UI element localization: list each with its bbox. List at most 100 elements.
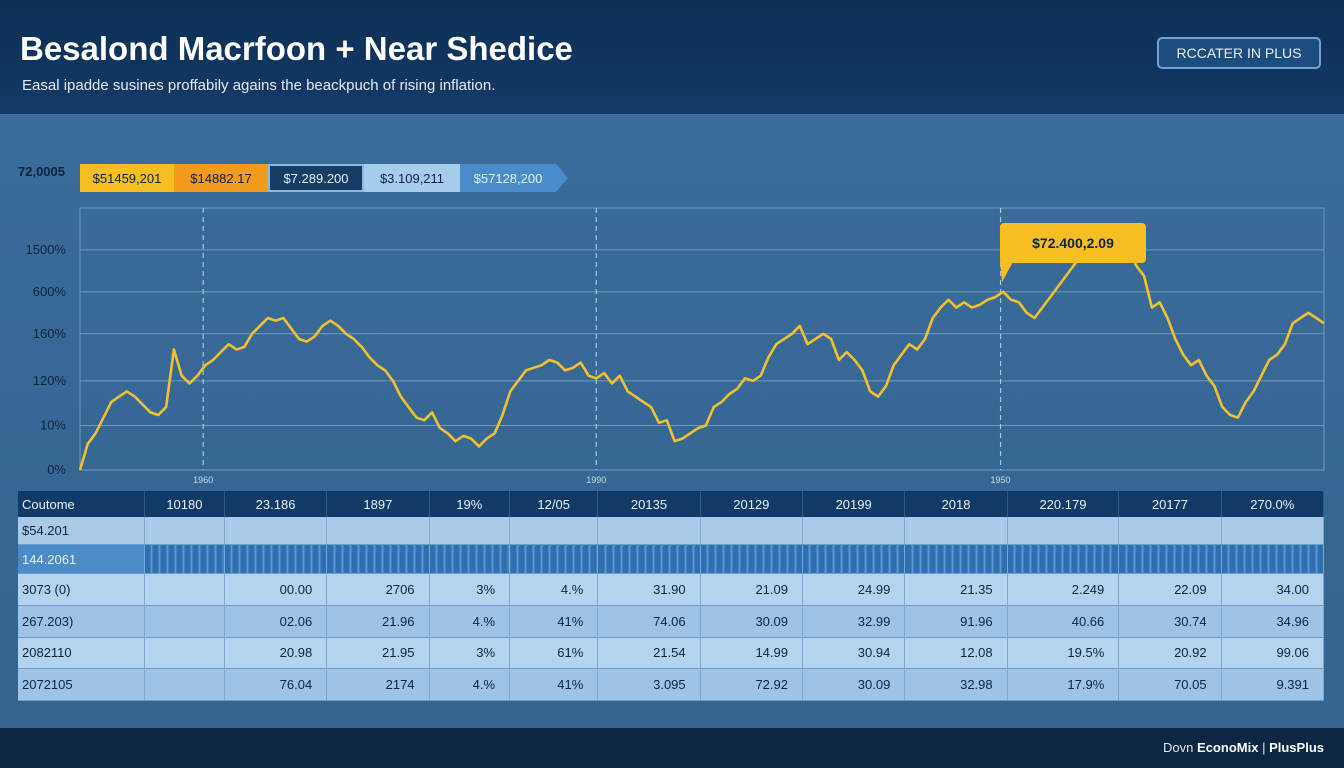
table-cell: 30.94	[802, 637, 906, 670]
x-marker-label: 1960	[193, 475, 213, 485]
y-tick-label: 120%	[33, 373, 67, 388]
table-cell: 12.08	[904, 637, 1008, 670]
table-cell	[144, 637, 225, 670]
column-header: 20177	[1118, 491, 1222, 517]
table-cell: 19.5%	[1007, 637, 1120, 670]
table-cell: 02.06	[224, 605, 328, 638]
column-header: 220.179	[1007, 491, 1120, 517]
table-row: 267.203) 02.06 21.96 4.% 41% 74.06 30.09 32.99 9…	[18, 605, 1325, 638]
table-cell: 24.99	[802, 573, 906, 607]
column-header: 20129	[700, 491, 803, 517]
footer-separator: |	[1262, 740, 1266, 755]
table-cell: 21.35	[904, 573, 1008, 607]
table-cell: 70.05	[1118, 668, 1222, 701]
table-cell	[429, 544, 511, 575]
table-cell	[326, 517, 430, 545]
table-cell: 30.09	[700, 605, 803, 638]
callout-pointer	[1000, 260, 1014, 282]
table-cell	[597, 544, 701, 575]
row-label: 2072105	[18, 668, 145, 701]
value-callout: $72.400,2.09	[1000, 223, 1146, 282]
table-cell: 2174	[326, 668, 430, 701]
table-cell	[700, 544, 803, 575]
table-cell: 3%	[429, 637, 511, 670]
table-cell	[802, 544, 906, 575]
table-cell	[224, 544, 328, 575]
column-header: 23.186	[224, 491, 328, 517]
ribbon-segment-5: $57128,200	[460, 164, 556, 192]
table-row: 2072105 76.04 2174 4.% 41% 3.095 72.92 30.09 32.…	[18, 668, 1325, 701]
column-header: 20199	[802, 491, 906, 517]
column-header: 10180	[144, 491, 225, 517]
table-cell	[700, 517, 803, 545]
table-cell: 32.99	[802, 605, 906, 638]
table-cell: 41%	[509, 668, 599, 701]
table-row: 144.2061	[18, 544, 1325, 575]
x-marker-label: 1990	[586, 475, 606, 485]
table-cell: 9.391	[1221, 668, 1325, 701]
y-tick-label: 10%	[40, 417, 66, 432]
table-cell: 20.98	[224, 637, 328, 670]
table-header-row: Coutome 10180 23.186 1897 19% 12/05 20135 20129…	[18, 491, 1325, 517]
row-label: 267.203)	[18, 605, 145, 638]
table-cell: 99.06	[1221, 637, 1325, 670]
table-cell: 14.99	[700, 637, 803, 670]
footer-prefix: Dovn	[1163, 740, 1194, 755]
register-button[interactable]: RCCATER IN PLUS	[1157, 37, 1321, 69]
table-cell: 3%	[429, 573, 511, 607]
table-cell: 2706	[326, 573, 430, 607]
table-cell: 17.9%	[1007, 668, 1120, 701]
table-cell: 91.96	[904, 605, 1008, 638]
table-cell: 22.09	[1118, 573, 1222, 607]
column-header: 1897	[326, 491, 430, 517]
table-row: $54.201	[18, 517, 1325, 545]
column-header: 19%	[429, 491, 511, 517]
ribbon-segment-1: $51459,201	[80, 164, 174, 192]
table-cell: 21.95	[326, 637, 430, 670]
footer: Dovn EconoMix | PlusPlus	[0, 728, 1344, 768]
column-header: 270.0%	[1221, 491, 1325, 517]
ribbon-left-label: 72,0005	[18, 164, 65, 179]
table-cell	[144, 668, 225, 701]
table-cell	[326, 544, 430, 575]
table-cell: 4.%	[429, 668, 511, 701]
table-cell: 21.96	[326, 605, 430, 638]
table-cell	[802, 517, 906, 545]
table-cell	[144, 544, 225, 575]
footer-credit: Dovn EconoMix | PlusPlus	[1163, 740, 1324, 755]
table-cell	[1221, 517, 1325, 545]
table-cell	[509, 517, 599, 545]
table-cell: 32.98	[904, 668, 1008, 701]
y-tick-label: 160%	[33, 326, 67, 341]
row-label: 144.2061	[18, 544, 145, 575]
table-cell: 34.00	[1221, 573, 1325, 607]
table-row: 2082110 20.98 21.95 3% 61% 21.54 14.99 30.94 12.…	[18, 637, 1325, 670]
table-cell: 76.04	[224, 668, 328, 701]
table-row: 3073 (0) 00.00 2706 3% 4.% 31.90 21.09 24.99 21.…	[18, 573, 1325, 607]
table-cell: 21.54	[597, 637, 701, 670]
footer-suffix: PlusPlus	[1269, 740, 1324, 755]
header: Besalond Macrfoon + Near Shedice Easal i…	[0, 0, 1344, 114]
row-label: 3073 (0)	[18, 573, 145, 607]
table-cell: 3.095	[597, 668, 701, 701]
table-cell: 4.%	[509, 573, 599, 607]
table-cell	[509, 544, 599, 575]
table-cell	[1118, 544, 1222, 575]
page-title: Besalond Macrfoon + Near Shedice	[20, 30, 573, 67]
table-cell: 34.96	[1221, 605, 1325, 638]
footer-brand: EconoMix	[1197, 740, 1259, 755]
column-header: 20135	[597, 491, 701, 517]
plot-area	[79, 207, 1325, 471]
table-cell: 2.249	[1007, 573, 1120, 607]
table-cell	[1118, 517, 1222, 545]
table-cell: 20.92	[1118, 637, 1222, 670]
column-header: 12/05	[509, 491, 599, 517]
table-cell: 40.66	[1007, 605, 1120, 638]
table-cell	[1007, 517, 1120, 545]
table-cell: 30.09	[802, 668, 906, 701]
ribbon-segment-2: $14882.17	[174, 164, 268, 192]
page-subtitle: Easal ipadde susines proffabily agains t…	[22, 77, 496, 94]
series-line	[78, 243, 1325, 471]
ribbon-arrow-icon	[556, 164, 568, 192]
table-cell	[1007, 544, 1120, 575]
